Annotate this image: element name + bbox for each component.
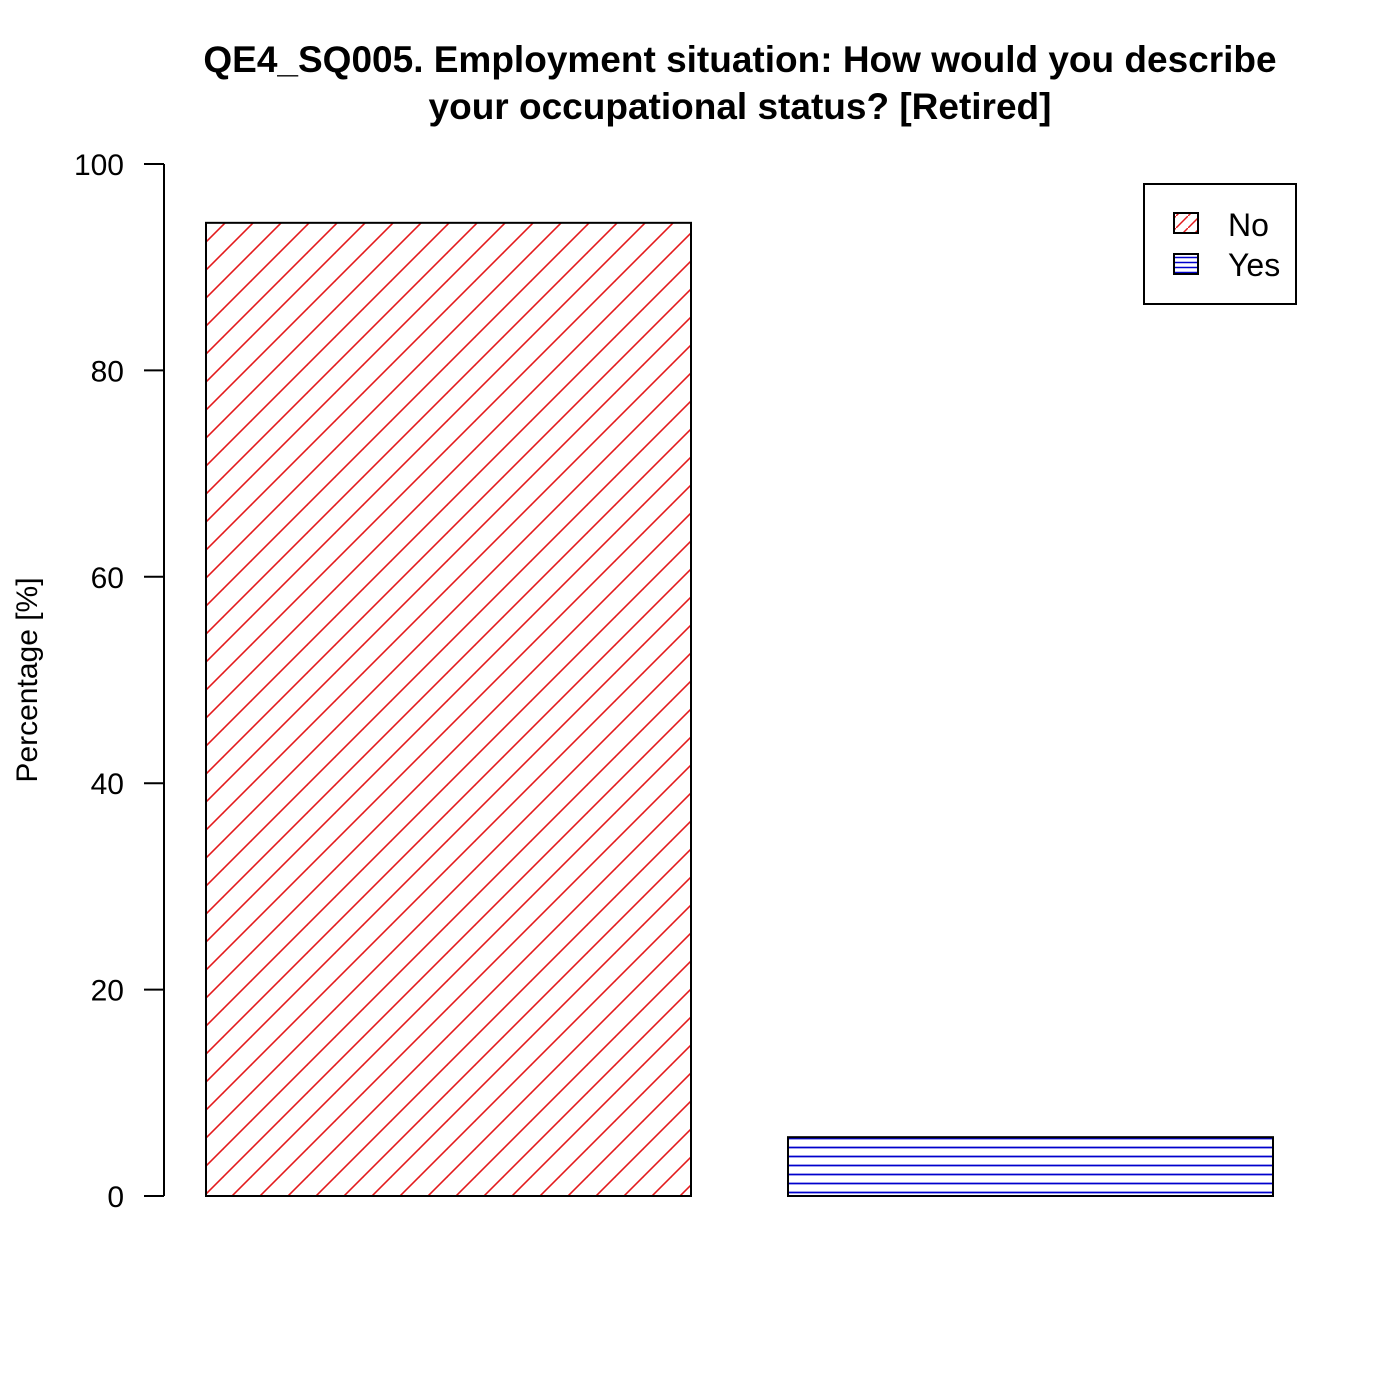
y-tick-label: 80 [91,355,124,388]
y-tick-label: 40 [91,768,124,801]
y-axis-label: Percentage [%] [11,577,44,782]
y-axis: 0 20 40 60 80 100 [74,149,165,1214]
legend-swatch-yes [1173,253,1199,275]
legend-box [1143,183,1297,305]
bar-yes [787,1136,1274,1198]
legend-label-yes: Yes [1228,247,1280,283]
y-tick-label: 0 [107,1181,124,1214]
chart-title-line-1: QE4_SQ005. Employment situation: How wou… [203,39,1276,80]
legend-label-no: No [1228,207,1269,243]
legend-swatch-no [1173,212,1199,234]
bar-no [205,221,692,1198]
chart-title-line-2: your occupational status? [Retired] [429,86,1052,127]
bars [205,221,1274,1198]
legend: No Yes [1143,183,1297,305]
y-tick-label: 60 [91,562,124,595]
y-tick-label: 100 [74,149,124,182]
y-tick-label: 20 [91,975,124,1008]
